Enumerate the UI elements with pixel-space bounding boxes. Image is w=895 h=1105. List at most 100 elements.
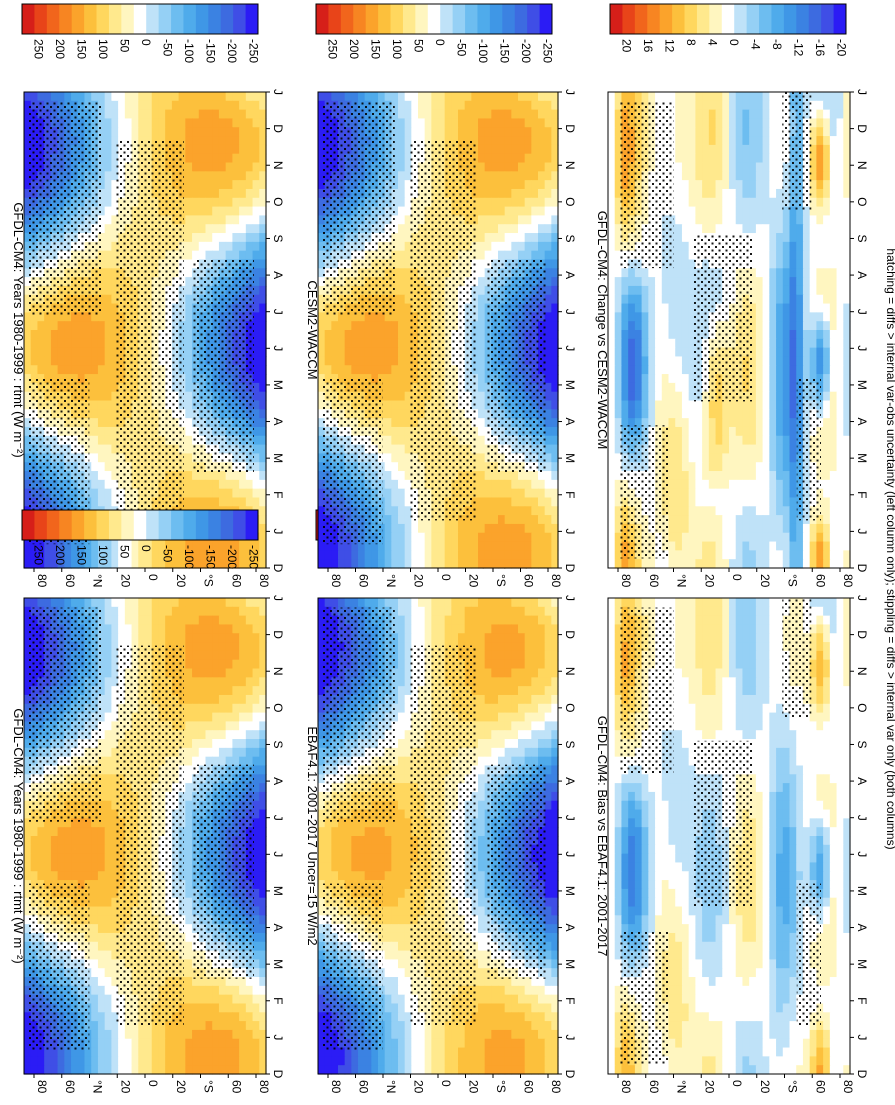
heatmap-cell [50, 559, 59, 569]
heatmap-cell [504, 668, 512, 678]
heatmap-cell [212, 127, 220, 137]
heatmap-cell [232, 615, 240, 626]
heatmap-cell [178, 1038, 186, 1049]
heatmap-cell [205, 224, 213, 234]
heatmap-cell [531, 615, 539, 626]
heatmap-cell [84, 92, 92, 102]
heatmap-cell [111, 853, 119, 864]
heatmap-cell [30, 550, 39, 560]
heatmap-cell [391, 677, 399, 687]
heatmap-cell [24, 1065, 32, 1075]
heatmap-cell [318, 642, 326, 652]
heatmap-cell [239, 488, 247, 499]
heatmap-cell [239, 136, 247, 146]
heatmap-cell [104, 188, 112, 199]
heatmap-cell [24, 906, 32, 916]
heatmap-cell [185, 224, 193, 234]
heatmap-cell [484, 686, 492, 696]
heatmap-cell [252, 180, 260, 190]
heatmap-cell [24, 650, 32, 661]
heatmap-cell [151, 541, 160, 551]
heatmap-cell [531, 747, 539, 758]
heatmap-cell [24, 915, 32, 925]
heatmap-cell [104, 426, 112, 437]
colorbar-swatch [59, 4, 73, 34]
heatmap-cell [192, 471, 200, 481]
heatmap-cell [151, 1065, 160, 1075]
heatmap-cell [165, 1047, 173, 1057]
heatmap-cell [232, 188, 240, 199]
heatmap-cell [111, 471, 119, 481]
heatmap-cell [185, 756, 193, 767]
heatmap-cell [205, 550, 213, 560]
heatmap-cell [104, 153, 112, 164]
heatmap-cell [145, 109, 153, 120]
heatmap-cell [218, 153, 227, 164]
heatmap-cell [111, 1003, 119, 1013]
heatmap-cell [57, 1047, 65, 1057]
heatmap-cell [97, 1065, 106, 1075]
heatmap-cell [232, 694, 240, 705]
heatmap-cell [104, 633, 112, 643]
heatmap-cell [252, 1047, 260, 1057]
heatmap-cell [84, 827, 92, 837]
heatmap-cell [91, 915, 99, 925]
heatmap-cell [185, 391, 193, 402]
heatmap-cell [151, 118, 160, 128]
heatmap-cell [232, 559, 240, 569]
heatmap-cell [178, 633, 186, 643]
heatmap-cell [185, 488, 193, 499]
heatmap-cell [318, 598, 326, 608]
heatmap-cell [259, 1003, 267, 1013]
heatmap-cell [104, 400, 112, 410]
heatmap-cell [185, 136, 193, 146]
heatmap-cell [484, 624, 492, 634]
heatmap-cell [50, 312, 59, 322]
heatmap-cell [239, 1003, 247, 1013]
heatmap-cell [91, 347, 99, 358]
heatmap-cell [252, 382, 260, 393]
heatmap-cell [84, 1047, 92, 1057]
heatmap-cell [232, 1065, 240, 1075]
heatmap-cell [145, 1047, 153, 1057]
heatmap-cell [178, 1065, 186, 1075]
heatmap-cell [111, 382, 119, 393]
heatmap-cell [124, 92, 133, 102]
heatmap-cell [212, 747, 220, 758]
heatmap-cell [97, 668, 106, 678]
heatmap-cell [225, 1021, 233, 1031]
heatmap-cell [37, 871, 45, 881]
heatmap-cell [205, 606, 213, 617]
heatmap-cell [239, 756, 247, 767]
heatmap-cell [252, 153, 260, 164]
heatmap-cell [178, 118, 186, 128]
heatmap-cell [259, 994, 267, 1005]
heatmap-cell [50, 844, 59, 855]
heatmap-cell [104, 1047, 112, 1057]
heatmap-cell [498, 721, 506, 731]
heatmap-cell [245, 694, 254, 705]
heatmap-cell [259, 1029, 267, 1040]
heatmap-cell [158, 541, 166, 551]
heatmap-cell [259, 906, 267, 916]
heatmap-cell [104, 374, 112, 384]
month-tick-label: F [271, 491, 285, 498]
heatmap-cell [64, 347, 72, 358]
heatmap-cell [431, 624, 439, 634]
heatmap-cell [91, 1003, 99, 1013]
heatmap-cell [57, 338, 65, 349]
heatmap-cell [259, 836, 267, 846]
heatmap-cell [498, 694, 506, 705]
heatmap-cell [245, 642, 254, 652]
heatmap-cell [97, 633, 106, 643]
heatmap-cell [24, 730, 32, 740]
heatmap-cell [171, 598, 180, 608]
heatmap-cell [97, 144, 106, 155]
heatmap-cell [185, 650, 193, 661]
heatmap-cell [245, 153, 254, 164]
heatmap-cell [111, 347, 119, 358]
heatmap-cell [178, 92, 186, 102]
heatmap-cell [91, 950, 99, 960]
heatmap-cell [391, 712, 399, 722]
heatmap-cell [97, 906, 106, 916]
